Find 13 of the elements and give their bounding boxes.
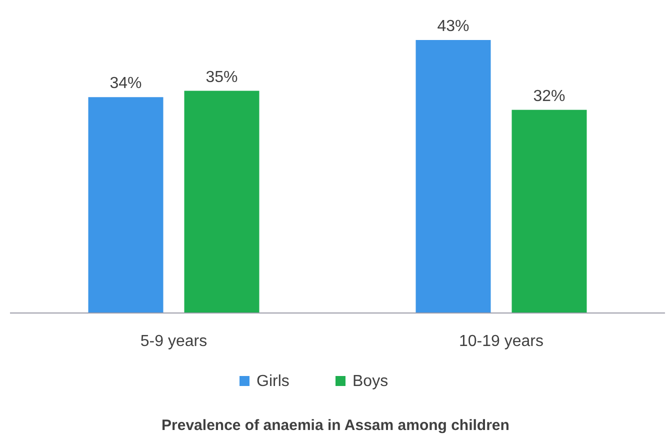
legend-label: Boys (352, 373, 388, 390)
x-tick-label: 10-19 years (459, 333, 544, 350)
bar (416, 40, 491, 313)
data-label: 32% (533, 88, 566, 105)
bar (88, 97, 164, 313)
bar (184, 90, 260, 313)
legend-label: Girls (256, 373, 290, 390)
data-label: 43% (437, 18, 470, 35)
data-label: 34% (110, 75, 142, 92)
text: Prevalence of anaemia in Assam among children (162, 417, 510, 434)
x-tick-label: 5-9 years (140, 333, 208, 350)
data-label: 35% (206, 68, 238, 86)
bar (512, 110, 587, 313)
